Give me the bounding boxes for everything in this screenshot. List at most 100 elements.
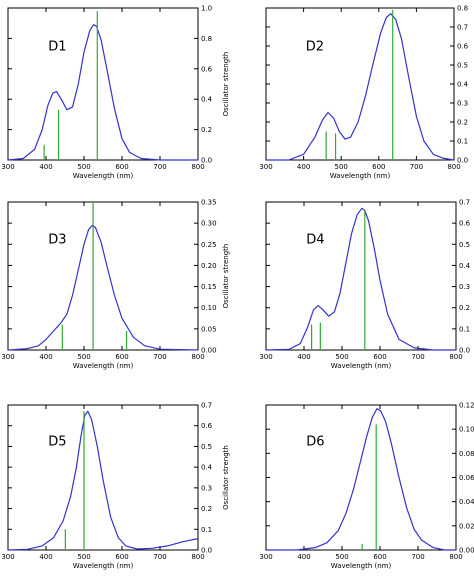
x-tick-label: 600 xyxy=(373,553,386,561)
x-tick-label: 400 xyxy=(39,553,52,561)
y-tick-label: 0.02 xyxy=(459,522,474,530)
x-tick-label: 300 xyxy=(259,553,272,561)
x-tick-label: 400 xyxy=(297,353,310,361)
panel-label: D5 xyxy=(48,435,66,450)
y-tick-label: 0.00 xyxy=(201,347,217,355)
x-tick-label: 700 xyxy=(153,163,166,171)
y-tick-label: 1.0 xyxy=(201,5,212,13)
plot-frame xyxy=(265,201,457,351)
y-tick-label: 0.5 xyxy=(459,241,470,249)
x-tick-label: 600 xyxy=(115,553,128,561)
plot-frame xyxy=(7,201,199,351)
y-tick-label: 0.8 xyxy=(457,5,468,13)
plot-frame xyxy=(7,404,199,551)
y-tick-label: 0.1 xyxy=(201,526,212,534)
panel-label: D2 xyxy=(306,40,324,55)
x-axis-label: Wavelength (nm) xyxy=(73,172,134,180)
x-tick-label: 700 xyxy=(410,163,423,171)
y-tick-label: 0.1 xyxy=(457,138,468,146)
y-tick-label: 0.0 xyxy=(457,157,468,165)
x-tick-label: 800 xyxy=(449,553,462,561)
x-tick-label: 500 xyxy=(77,353,90,361)
x-tick-label: 600 xyxy=(373,353,386,361)
y-tick-label: 0.8 xyxy=(201,35,212,43)
y-tick-label: 0.2 xyxy=(457,119,468,127)
y-tick-label: 0.6 xyxy=(201,65,213,73)
absorption-curve xyxy=(7,224,199,351)
y-tick-label: 0.4 xyxy=(201,96,213,104)
y-tick-label: 0.5 xyxy=(457,62,468,70)
x-tick-label: 500 xyxy=(335,353,348,361)
x-tick-label: 300 xyxy=(1,353,14,361)
y-tick-label: 0.15 xyxy=(201,283,217,291)
x-tick-label: 400 xyxy=(297,163,310,171)
y-tick-label: 0.08 xyxy=(459,450,474,458)
x-axis-label: Wavelength (nm) xyxy=(331,362,392,370)
x-axis-label: Wavelength (nm) xyxy=(73,362,134,370)
x-axis-label: Wavelength (nm) xyxy=(331,562,392,570)
y-tick-label: 0.10 xyxy=(459,426,474,434)
panel-label: D3 xyxy=(48,232,66,247)
y-tick-label: 0.6 xyxy=(201,422,213,430)
absorption-curve xyxy=(266,408,456,551)
x-tick-label: 400 xyxy=(39,353,52,361)
y-tick-label: 0.00 xyxy=(459,547,474,555)
y-tick-label: 0.5 xyxy=(201,443,212,451)
plot-frame xyxy=(265,404,457,551)
y-tick-label: 0.3 xyxy=(459,283,470,291)
plot-frame xyxy=(265,7,455,161)
x-tick-label: 300 xyxy=(1,553,14,561)
y-tick-label: 0.7 xyxy=(459,199,470,207)
absorption-curve xyxy=(265,207,456,351)
x-tick-label: 500 xyxy=(77,163,90,171)
y-tick-label: 0.4 xyxy=(201,464,213,472)
y-tick-label: 0.20 xyxy=(201,262,217,270)
y-tick-label: 0.12 xyxy=(459,402,474,410)
y-tick-label: 0.2 xyxy=(459,304,470,312)
y-tick-label: 0.35 xyxy=(201,199,217,207)
x-tick-label: 800 xyxy=(191,353,204,361)
x-tick-label: 700 xyxy=(411,553,424,561)
y-tick-label: 0.4 xyxy=(457,81,469,89)
absorption-curve xyxy=(7,410,199,551)
y-tick-label: 0.06 xyxy=(459,474,474,482)
x-tick-label: 800 xyxy=(191,553,204,561)
x-tick-label: 700 xyxy=(153,553,166,561)
y-axis-label: Oscillator strength xyxy=(222,52,230,117)
x-tick-label: 600 xyxy=(115,163,128,171)
absorption-curve xyxy=(7,24,198,161)
x-tick-label: 700 xyxy=(411,353,424,361)
x-tick-label: 500 xyxy=(335,553,348,561)
y-tick-label: 0.6 xyxy=(459,220,471,228)
x-tick-label: 400 xyxy=(297,553,310,561)
x-tick-label: 600 xyxy=(115,353,128,361)
x-axis-label: Wavelength (nm) xyxy=(330,172,391,180)
y-axis-label: Oscillator strength xyxy=(222,445,230,510)
y-tick-label: 0.3 xyxy=(201,484,212,492)
y-tick-label: 0.6 xyxy=(457,43,469,51)
y-tick-label: 0.7 xyxy=(457,24,468,32)
x-tick-label: 300 xyxy=(1,163,14,171)
y-tick-label: 0.25 xyxy=(201,241,217,249)
x-tick-label: 300 xyxy=(259,163,272,171)
absorption-curve xyxy=(266,13,455,161)
panel-label: D1 xyxy=(48,40,66,55)
x-tick-label: 800 xyxy=(447,163,460,171)
y-tick-label: 0.10 xyxy=(201,304,217,312)
y-tick-label: 0.2 xyxy=(201,505,212,513)
x-tick-label: 500 xyxy=(77,553,90,561)
x-tick-label: 300 xyxy=(259,353,272,361)
y-tick-label: 0.4 xyxy=(459,262,471,270)
plot-frame xyxy=(7,7,199,161)
x-tick-label: 800 xyxy=(449,353,462,361)
y-tick-label: 0.04 xyxy=(459,498,474,506)
y-tick-label: 0.0 xyxy=(201,157,212,165)
y-tick-label: 0.05 xyxy=(201,325,217,333)
panel-label: D6 xyxy=(306,435,324,450)
panel-label: D4 xyxy=(306,232,324,247)
